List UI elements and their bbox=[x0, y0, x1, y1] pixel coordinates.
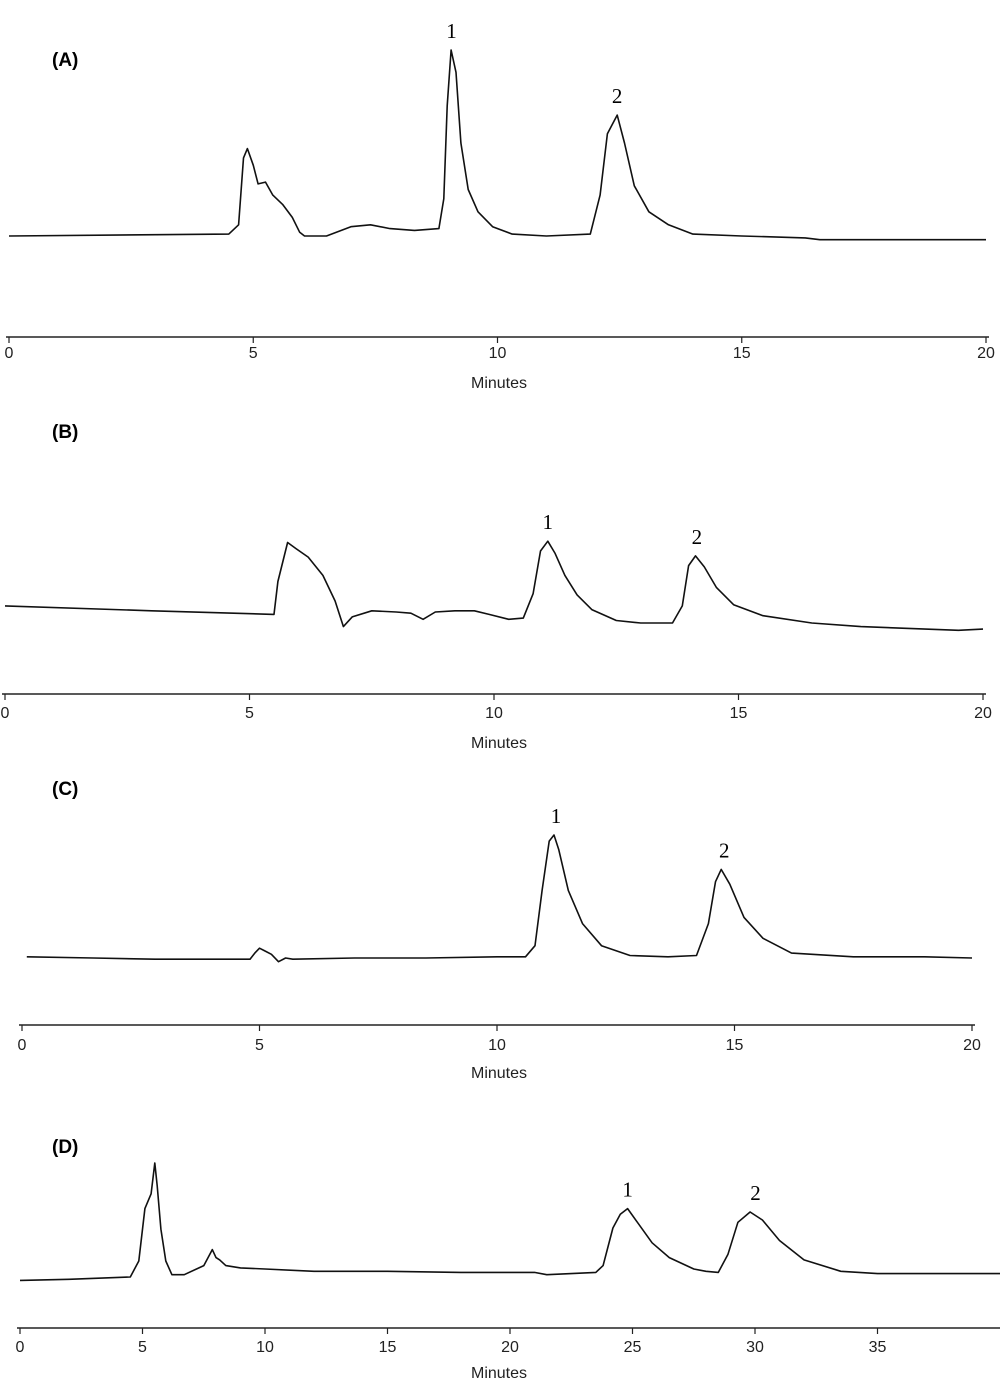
panel-letter-b: (B) bbox=[52, 422, 78, 443]
x-tick-label-a-10: 10 bbox=[489, 345, 507, 362]
panel-d: (D) 0 5 10 15 20 25 30 35 Minutes 1 2 bbox=[16, 1137, 1000, 1379]
x-tick-label-d-15: 15 bbox=[379, 1339, 397, 1356]
x-tick-label-d-5: 5 bbox=[138, 1339, 147, 1356]
x-tick-label-c-20: 20 bbox=[963, 1037, 981, 1054]
panel-c: (C) 0 5 10 15 20 Minutes 1 2 bbox=[18, 779, 981, 1082]
panel-letter-d: (D) bbox=[52, 1137, 78, 1158]
peak-label-d-2: 2 bbox=[750, 1181, 761, 1205]
trace-c bbox=[26, 834, 973, 963]
peak-label-b-1: 1 bbox=[543, 510, 554, 534]
x-tick-label-b-0: 0 bbox=[1, 705, 10, 722]
x-axis-title-a: Minutes bbox=[471, 375, 527, 392]
x-tick-label-d-35: 35 bbox=[869, 1339, 887, 1356]
x-axis-title-d: Minutes bbox=[471, 1365, 527, 1379]
x-tick-label-b-5: 5 bbox=[245, 705, 254, 722]
x-tick-label-a-0: 0 bbox=[5, 345, 14, 362]
x-tick-label-b-10: 10 bbox=[485, 705, 503, 722]
x-tick-label-c-5: 5 bbox=[255, 1037, 264, 1054]
x-tick-label-c-15: 15 bbox=[726, 1037, 744, 1054]
trace-b bbox=[4, 540, 984, 632]
x-tick-label-d-20: 20 bbox=[501, 1339, 519, 1356]
x-tick-label-a-20: 20 bbox=[977, 345, 995, 362]
peak-label-c-1: 1 bbox=[551, 804, 562, 828]
peak-label-b-2: 2 bbox=[692, 525, 703, 549]
x-tick-label-a-5: 5 bbox=[249, 345, 258, 362]
x-tick-label-d-25: 25 bbox=[624, 1339, 642, 1356]
x-tick-label-b-20: 20 bbox=[974, 705, 992, 722]
trace-a bbox=[8, 49, 986, 241]
x-tick-label-d-10: 10 bbox=[256, 1339, 274, 1356]
x-axis-title-b: Minutes bbox=[471, 735, 527, 752]
x-tick-label-d-30: 30 bbox=[746, 1339, 764, 1356]
peak-label-d-1: 1 bbox=[622, 1178, 633, 1202]
x-axis-title-c: Minutes bbox=[471, 1065, 527, 1082]
panel-letter-a: (A) bbox=[52, 50, 78, 71]
x-tick-label-a-15: 15 bbox=[733, 345, 751, 362]
peak-label-a-1: 1 bbox=[446, 19, 457, 43]
panel-letter-c: (C) bbox=[52, 779, 78, 800]
trace-d bbox=[19, 1162, 1000, 1282]
x-tick-label-c-10: 10 bbox=[488, 1037, 506, 1054]
panel-a: (A) 0 5 10 15 20 Minutes 1 2 bbox=[5, 19, 995, 392]
x-tick-label-c-0: 0 bbox=[18, 1037, 27, 1054]
peak-label-a-2: 2 bbox=[612, 84, 623, 108]
x-tick-label-d-0: 0 bbox=[16, 1339, 25, 1356]
x-tick-label-b-15: 15 bbox=[730, 705, 748, 722]
peak-label-c-2: 2 bbox=[719, 838, 730, 862]
panel-b: (B) 0 5 10 15 20 Minutes 1 2 bbox=[1, 422, 992, 752]
